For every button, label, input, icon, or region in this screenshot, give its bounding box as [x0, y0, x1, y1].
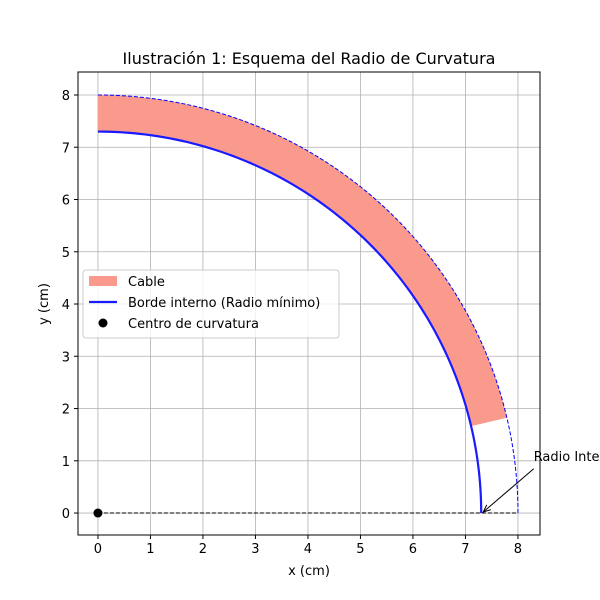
y-tick-label: 6	[62, 194, 70, 209]
legend-box	[82, 269, 340, 339]
legend-label: Cable	[128, 275, 165, 290]
y-tick-label: 1	[62, 455, 70, 470]
x-tick-label: 3	[251, 542, 259, 557]
center-point	[93, 508, 103, 518]
y-tick-label: 2	[62, 403, 70, 418]
legend-label: Borde interno (Radio mínimo)	[128, 296, 320, 311]
outer-arc	[97, 94, 519, 514]
plot-frame	[77, 71, 541, 536]
annotation-arrow	[482, 468, 535, 513]
y-tick-label: 8	[62, 89, 70, 104]
x-tick-label: 2	[199, 542, 207, 557]
x-tick-label: 1	[146, 542, 154, 557]
x-axis-label: x (cm)	[288, 564, 330, 579]
annotation-text: Radio Interno	[534, 450, 600, 465]
y-tick-label: 0	[62, 507, 70, 522]
x-tick-label: 6	[409, 542, 417, 557]
legend-swatch	[98, 318, 108, 328]
x-tick-label: 5	[356, 542, 364, 557]
legend-swatch	[89, 276, 117, 286]
x-tick-label: 8	[514, 542, 522, 557]
y-axis-label: y (cm)	[37, 283, 52, 325]
cable-band	[97, 94, 507, 427]
legend-label: Centro de curvatura	[128, 317, 259, 332]
y-tick-label: 5	[62, 246, 70, 261]
y-tick-label: 3	[62, 350, 70, 365]
annotation-arrowhead	[482, 504, 491, 513]
x-tick-label: 0	[94, 542, 102, 557]
chart-title: Ilustración 1: Esquema del Radio de Curv…	[123, 49, 496, 68]
y-tick-label: 4	[62, 298, 70, 313]
inner-arc	[97, 130, 483, 514]
x-tick-label: 7	[461, 542, 469, 557]
y-tick-label: 7	[62, 141, 70, 156]
x-tick-label: 4	[304, 542, 312, 557]
